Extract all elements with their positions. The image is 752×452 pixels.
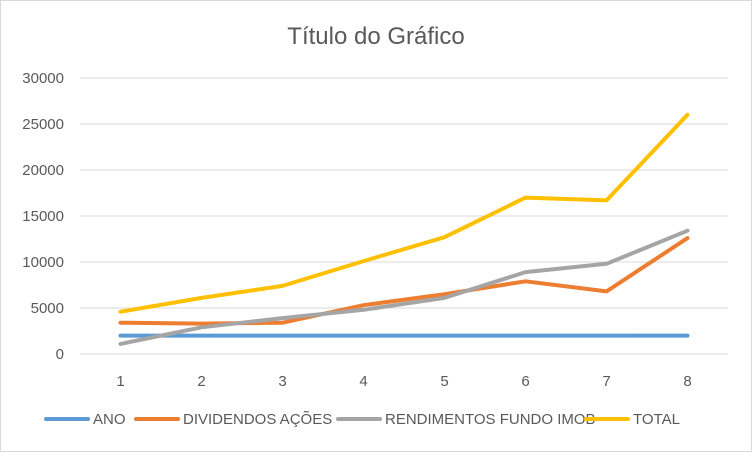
legend-label-ano: ANO [93, 411, 126, 428]
y-tick-label: 15000 [22, 208, 64, 225]
x-tick-label: 1 [116, 373, 124, 390]
legend-label-rendimentos-fundo-imob: RENDIMENTOS FUNDO IMOB [385, 411, 596, 428]
chart-title: Título do Gráfico [287, 23, 464, 50]
series-lines [118, 112, 690, 346]
series-line-total [118, 112, 690, 314]
y-axis-ticks: 0 5000 10000 15000 20000 25000 30000 [22, 70, 64, 363]
x-axis-ticks: 1 2 3 4 5 6 7 8 [116, 373, 691, 390]
y-tick-label: 5000 [31, 300, 64, 317]
legend: ANO DIVIDENDOS AÇÕES RENDIMENTOS FUNDO IMO… [44, 411, 680, 428]
x-tick-label: 7 [602, 373, 610, 390]
y-tick-label: 25000 [22, 116, 64, 133]
x-tick-label: 6 [521, 373, 529, 390]
y-tick-label: 20000 [22, 162, 64, 179]
legend-label-total: TOTAL [633, 411, 680, 428]
x-tick-label: 2 [197, 373, 205, 390]
x-tick-label: 5 [440, 373, 448, 390]
series-line-rendimentos-fundo-imob [118, 228, 690, 346]
y-tick-label: 0 [56, 346, 64, 363]
y-tick-label: 30000 [22, 70, 64, 87]
series-line-dividendos-acoes [118, 236, 690, 326]
gridlines [80, 77, 728, 355]
x-tick-label: 8 [683, 373, 691, 390]
x-tick-label: 3 [278, 373, 286, 390]
y-tick-label: 10000 [22, 254, 64, 271]
x-tick-label: 4 [359, 373, 367, 390]
legend-label-dividendos-acoes: DIVIDENDOS AÇÕES [183, 411, 332, 428]
